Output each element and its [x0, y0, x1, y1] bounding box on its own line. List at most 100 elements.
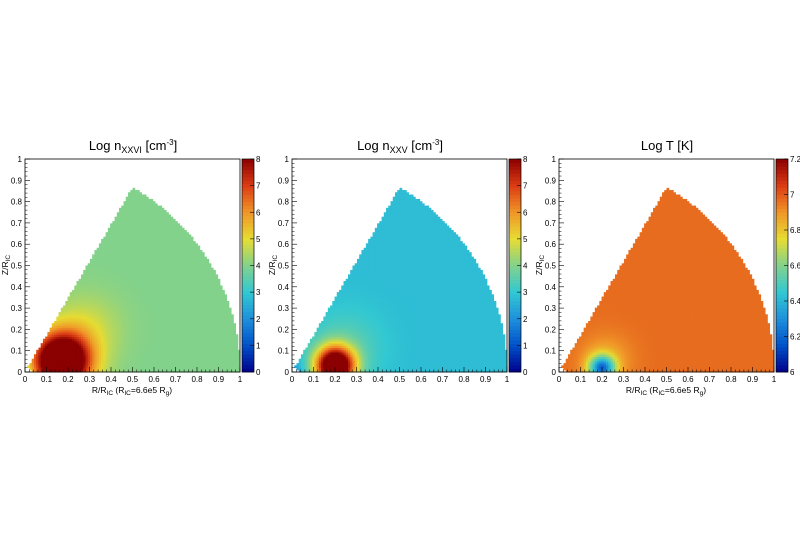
- heatmap-cell: [132, 294, 136, 298]
- heatmap-cell: [110, 232, 113, 235]
- heatmap-cell: [103, 314, 107, 318]
- heatmap-cell: [128, 236, 131, 240]
- heatmap-cell: [172, 363, 176, 366]
- heatmap-cell: [219, 343, 223, 346]
- heatmap-cell: [110, 338, 113, 342]
- heatmap-cell: [192, 340, 196, 344]
- heatmap-cell: [94, 283, 98, 286]
- heatmap-cell: [116, 363, 120, 366]
- heatmap-cell: [222, 356, 225, 360]
- heatmap-cell: [110, 256, 113, 260]
- heatmap-cell: [166, 276, 169, 280]
- heatmap-cell: [157, 367, 160, 371]
- heatmap-cell: [128, 263, 131, 266]
- heatmap-cell: [89, 338, 93, 342]
- heatmap-cell: [78, 356, 82, 360]
- heatmap-cell: [166, 265, 169, 269]
- heatmap-cell: [101, 314, 104, 318]
- heatmap-cell: [105, 254, 109, 258]
- heatmap-cell: [49, 336, 53, 340]
- heatmap-cell: [159, 261, 163, 264]
- heatmap-cell: [175, 238, 178, 242]
- heatmap-cell: [121, 258, 125, 262]
- heatmap-cell: [78, 309, 82, 313]
- heatmap-cell: [107, 261, 111, 264]
- heatmap-cell: [72, 338, 75, 342]
- heatmap-cell: [72, 312, 75, 315]
- heatmap-cell: [163, 303, 167, 306]
- heatmap-cell: [190, 274, 194, 278]
- heatmap-cell: [98, 305, 102, 309]
- heatmap-cell: [121, 318, 125, 322]
- x-tick-label: 1: [238, 375, 243, 384]
- heatmap-cell: [143, 272, 147, 275]
- heatmap-cell: [80, 365, 84, 369]
- heatmap-cell: [94, 258, 98, 262]
- heatmap-cell: [159, 305, 163, 309]
- heatmap-cell: [166, 347, 169, 351]
- heatmap-cell: [166, 296, 169, 300]
- heatmap-cell: [201, 312, 205, 315]
- heatmap-cell: [170, 367, 174, 371]
- heatmap-cell: [141, 349, 145, 353]
- heatmap-cell: [217, 294, 221, 298]
- heatmap-cell: [54, 365, 57, 369]
- heatmap-cell: [208, 336, 212, 340]
- heatmap-cell: [74, 307, 78, 311]
- heatmap-cell: [121, 205, 125, 209]
- heatmap-cell: [33, 360, 37, 364]
- heatmap-cell: [197, 281, 201, 284]
- heatmap-cell: [89, 349, 93, 353]
- heatmap-cell: [132, 303, 136, 306]
- heatmap-cell: [233, 329, 237, 333]
- heatmap-cell: [136, 363, 140, 366]
- heatmap-cell: [184, 269, 187, 273]
- heatmap-cell: [161, 334, 165, 337]
- heatmap-cell: [103, 349, 107, 353]
- heatmap-cell: [152, 283, 156, 286]
- heatmap-cell: [112, 276, 116, 280]
- heatmap-cell: [72, 292, 75, 295]
- heatmap-cell: [204, 303, 207, 306]
- heatmap-cell: [159, 212, 163, 215]
- heatmap-cell: [143, 212, 147, 215]
- heatmap-cell: [152, 318, 156, 322]
- heatmap-cell: [101, 307, 104, 311]
- heatmap-cell: [132, 287, 136, 291]
- heatmap-cell: [228, 320, 232, 324]
- heatmap-cell: [112, 254, 116, 258]
- heatmap-cell: [219, 301, 223, 304]
- heatmap-cell: [134, 349, 138, 353]
- heatmap-cell: [181, 276, 185, 280]
- heatmap-cell: [150, 241, 154, 244]
- heatmap-cell: [186, 274, 189, 278]
- heatmap-cell: [134, 369, 138, 373]
- heatmap-cell: [145, 314, 149, 318]
- heatmap-cell: [136, 198, 140, 202]
- heatmap-cell: [154, 247, 158, 251]
- heatmap-cell: [29, 363, 33, 366]
- heatmap-cell: [51, 323, 55, 326]
- heatmap-cell: [114, 296, 118, 300]
- heatmap-cell: [130, 207, 133, 211]
- heatmap-cell: [130, 347, 133, 351]
- heatmap-cell: [121, 207, 125, 211]
- heatmap-cell: [177, 256, 181, 260]
- heatmap-cell: [69, 305, 73, 309]
- heatmap-cell: [215, 347, 219, 351]
- heatmap-cell: [103, 254, 107, 258]
- heatmap-cell: [128, 230, 131, 233]
- heatmap-cell: [69, 349, 73, 353]
- heatmap-cell: [201, 349, 205, 353]
- heatmap-cell: [63, 349, 66, 353]
- heatmap-cell: [121, 312, 125, 315]
- heatmap-cell: [195, 349, 198, 353]
- heatmap-cell: [141, 249, 145, 253]
- heatmap-cell: [74, 303, 78, 306]
- heatmap-cell: [85, 301, 89, 304]
- heatmap-cell: [51, 367, 55, 371]
- heatmap-cell: [228, 307, 232, 311]
- heatmap-cell: [114, 221, 118, 224]
- heatmap-cell: [123, 298, 127, 302]
- heatmap-cell: [38, 347, 42, 351]
